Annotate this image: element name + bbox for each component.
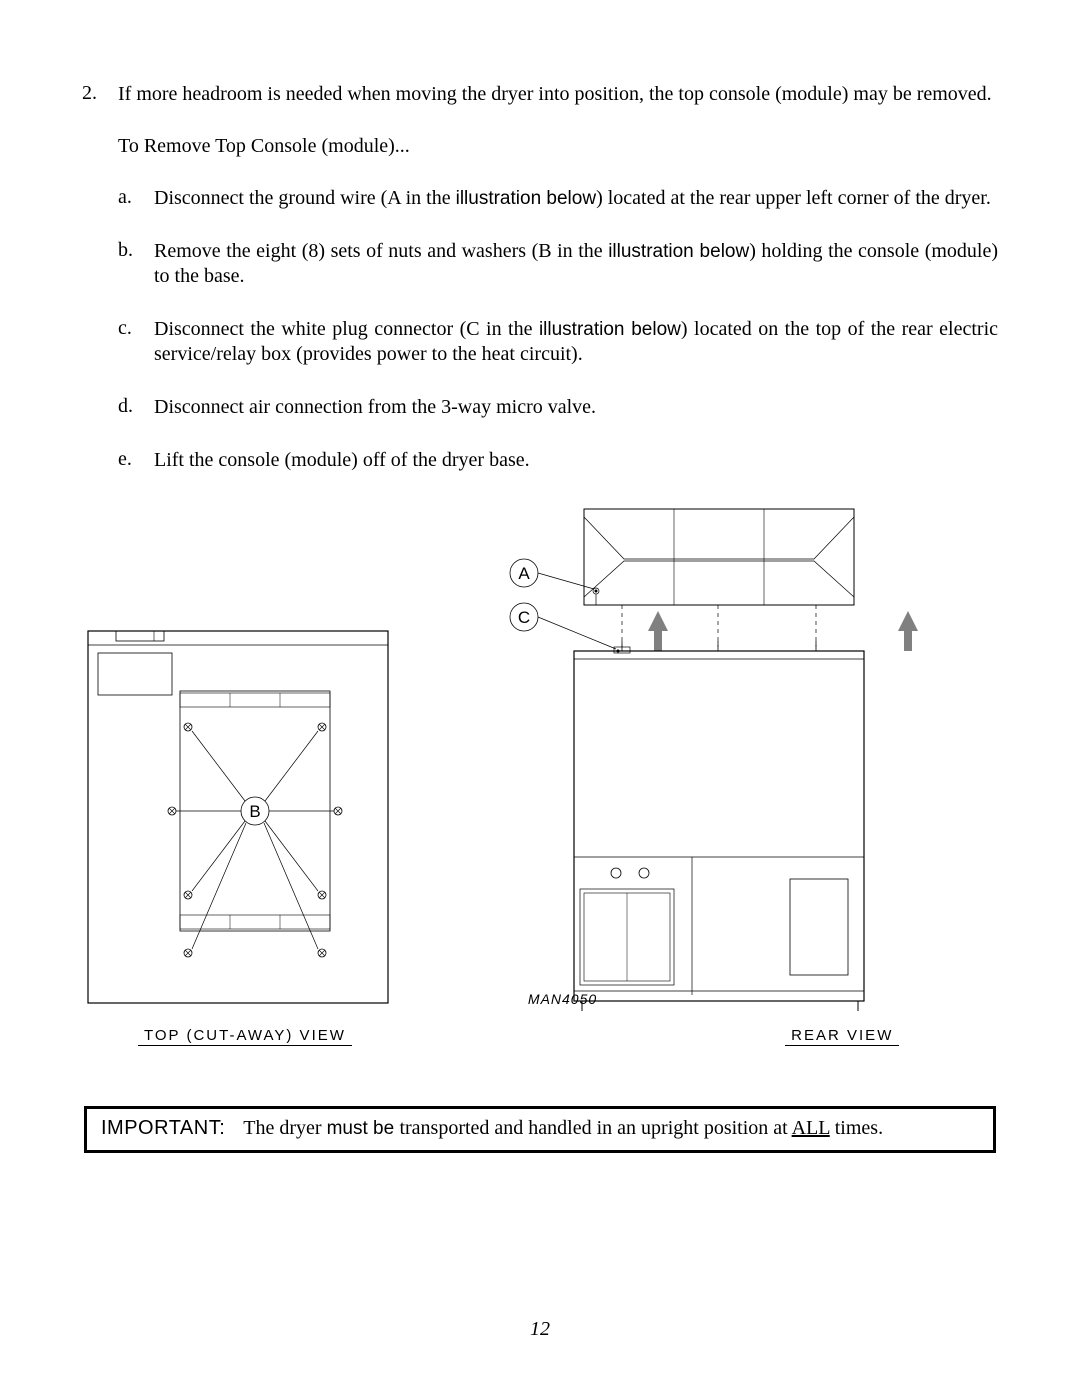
top-cutaway-view: B (88, 631, 388, 1003)
txt: transported and handled in an upright po… (399, 1117, 791, 1139)
txt-sans: must be (327, 1118, 400, 1139)
list-item-2: 2. If more headroom is needed when movin… (82, 82, 998, 107)
figure-ref: MAN4050 (528, 991, 597, 1010)
sub-body: Remove the eight (8) sets of nuts and wa… (154, 239, 998, 289)
sub-letter: c. (118, 317, 154, 367)
important-note: IMPORTANT: The dryer must be transported … (84, 1106, 996, 1153)
label-b: B (249, 802, 260, 821)
sub-letter: b. (118, 239, 154, 289)
sub-body: Lift the console (module) off of the dry… (154, 448, 530, 473)
sub-item-a: a. Disconnect the ground wire (A in the … (118, 186, 998, 211)
txt: times. (830, 1117, 883, 1139)
sub-item-d: d. Disconnect air connection from the 3-… (118, 395, 998, 420)
sub-body: Disconnect the ground wire (A in the ill… (154, 186, 991, 211)
sub-body: Disconnect the white plug connector (C i… (154, 317, 998, 367)
rear-view: A C (510, 509, 918, 1011)
label-c: C (518, 608, 530, 627)
lift-arrow-icon (648, 611, 668, 651)
txt-sans: illustration below (456, 188, 596, 209)
sub-item-c: c. Disconnect the white plug connector (… (118, 317, 998, 367)
list-number: 2. (82, 82, 118, 107)
txt: Disconnect the ground wire (A in the (154, 187, 456, 209)
txt: Disconnect the white plug connector (C i… (154, 318, 539, 340)
sub-item-b: b. Remove the eight (8) sets of nuts and… (118, 239, 998, 289)
txt-underline: ALL (792, 1117, 830, 1139)
sub-item-e: e. Lift the console (module) off of the … (118, 448, 998, 473)
txt: ) located at the rear upper left corner … (596, 187, 991, 209)
sub-body: Disconnect air connection from the 3-way… (154, 395, 596, 420)
caption-rear-view: REAR VIEW (785, 1027, 899, 1046)
label-a: A (518, 564, 530, 583)
page-number: 12 (0, 1318, 1080, 1341)
illustration: B (82, 501, 998, 1046)
figure-captions: TOP (CUT-AWAY) VIEW MAN4050 REAR VIEW (82, 1027, 998, 1046)
sub-letter: a. (118, 186, 154, 211)
sub-intro: To Remove Top Console (module)... (118, 135, 998, 158)
list-text: If more headroom is needed when moving t… (118, 82, 992, 107)
caption-top-view: TOP (CUT-AWAY) VIEW (138, 1027, 352, 1046)
txt: The dryer (243, 1117, 326, 1139)
txt: Remove the eight (8) sets of nuts and wa… (154, 240, 608, 262)
sub-letter: d. (118, 395, 154, 420)
txt-sans: illustration below (608, 241, 749, 262)
important-label: IMPORTANT: (101, 1117, 225, 1139)
txt-sans: illustration below (539, 319, 681, 340)
sub-letter: e. (118, 448, 154, 473)
lift-arrow-icon (898, 611, 918, 651)
